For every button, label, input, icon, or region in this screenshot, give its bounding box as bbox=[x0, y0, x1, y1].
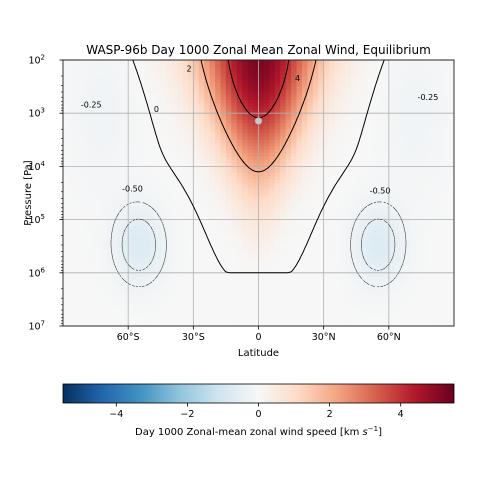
chart-title: WASP-96b Day 1000 Zonal Mean Zonal Wind,… bbox=[86, 43, 431, 57]
